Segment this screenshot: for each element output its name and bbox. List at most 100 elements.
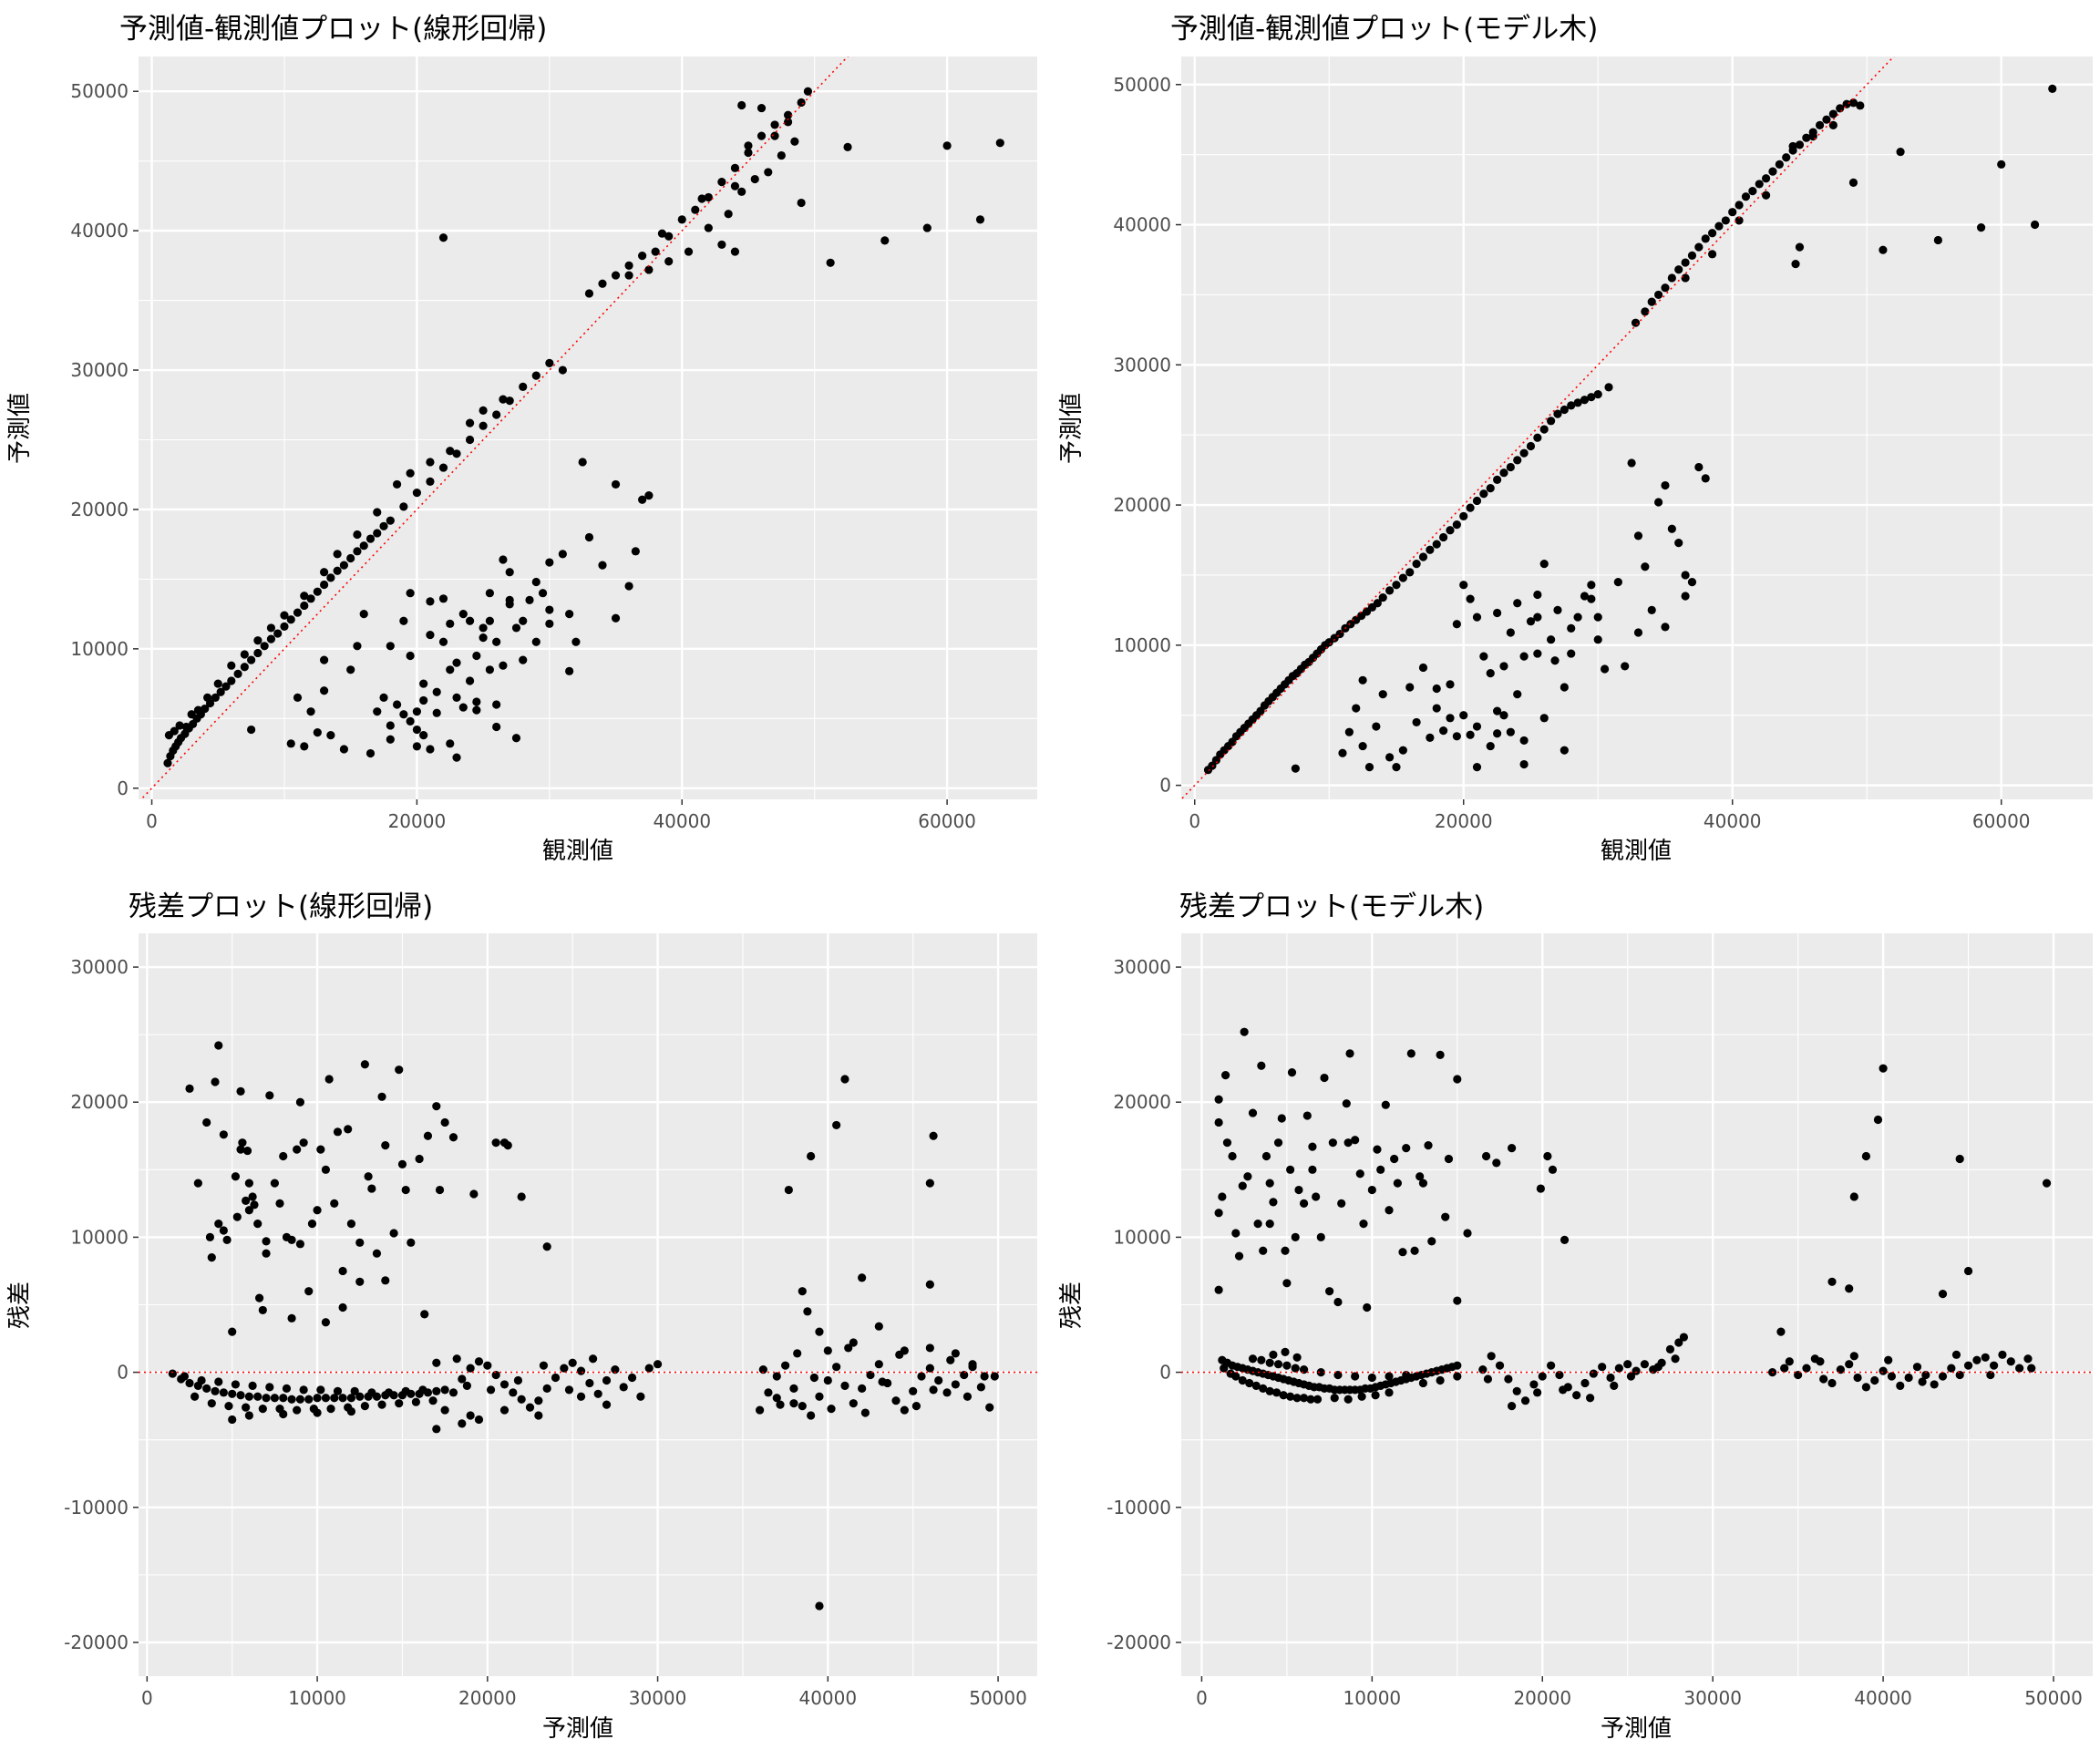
chart-3-point <box>452 1354 461 1364</box>
chart-3-point <box>355 1392 365 1401</box>
chart-1-title: 予測値-観測値プロット(線形回帰) <box>119 13 547 46</box>
chart-4-point <box>2006 1357 2015 1366</box>
chart-2-point <box>1667 273 1676 283</box>
chart-1-point <box>664 257 674 266</box>
chart-4-point <box>1861 1383 1871 1392</box>
chart-3-point <box>466 1364 475 1373</box>
chart-2-point <box>1479 489 1488 499</box>
chart-3-point <box>202 1384 211 1393</box>
chart-2-point <box>1526 441 1536 451</box>
chart-3-point <box>197 1375 206 1385</box>
chart-3-point <box>377 1400 386 1409</box>
chart-4-point <box>1896 1381 1905 1391</box>
chart-2-point <box>1378 592 1387 602</box>
chart-4-point <box>1785 1357 1794 1366</box>
chart-3-point <box>205 1232 215 1242</box>
chart-1-point <box>306 707 315 716</box>
chart-4-y-tick-label: 30000 <box>1113 956 1171 978</box>
chart-2-panel <box>1181 57 2093 799</box>
chart-2-point <box>1768 167 1777 176</box>
chart-3-point <box>925 1343 934 1353</box>
chart-1-point <box>266 634 276 643</box>
chart-4-point <box>1436 1375 1445 1385</box>
chart-2-point <box>1493 475 1502 484</box>
chart-4-point <box>1653 1363 1662 1372</box>
chart-1-point <box>365 534 376 543</box>
chart-4-point <box>1879 1366 1888 1375</box>
chart-2-point <box>1553 605 1562 615</box>
chart-4-point <box>1623 1360 1632 1369</box>
chart-4-point <box>1294 1185 1303 1195</box>
chart-1-point <box>426 458 435 467</box>
chart-4-point <box>1453 1075 1462 1084</box>
chart-2-point <box>1791 259 1800 269</box>
chart-4-y-tick-label: -10000 <box>1107 1497 1171 1518</box>
chart-2-point <box>1506 727 1515 736</box>
chart-1-point <box>880 236 890 245</box>
chart-2-point <box>1633 628 1643 637</box>
chart-3-point <box>219 1226 228 1235</box>
chart-3-point <box>258 1305 267 1315</box>
chart-1-point <box>187 710 196 719</box>
chart-2-point <box>1539 560 1549 569</box>
chart-4-point <box>1780 1364 1789 1373</box>
chart-4-point <box>1371 1391 1380 1400</box>
chart-3-point <box>228 1389 237 1398</box>
chart-1-point <box>717 178 726 187</box>
chart-2-point <box>1687 578 1697 587</box>
chart-3-point <box>304 1395 314 1404</box>
chart-4-point <box>1918 1377 1927 1386</box>
chart-3-x-tick-label: 40000 <box>798 1687 857 1709</box>
chart-1-point <box>412 742 421 751</box>
chart-1-point <box>511 734 521 743</box>
chart-1-point <box>545 605 554 614</box>
chart-1: 0 20000 40000 60000 0 10000 20000 30000 40000 500… <box>6 13 1037 865</box>
chart-4-point <box>1228 1151 1237 1161</box>
chart-3-point <box>878 1377 887 1386</box>
chart-3-point <box>653 1360 663 1369</box>
chart-3-point <box>798 1287 807 1296</box>
chart-3-point <box>551 1373 561 1383</box>
chart-4-point <box>1424 1141 1433 1150</box>
chart-1-point <box>446 739 455 748</box>
chart-2-point <box>1398 573 1407 582</box>
chart-1-point <box>485 665 494 674</box>
chart-3-point <box>299 1138 308 1148</box>
chart-2-point <box>1681 273 1690 283</box>
chart-3-point <box>776 1400 785 1409</box>
chart-4-point <box>1963 1361 1973 1370</box>
chart-3-point <box>185 1084 194 1094</box>
chart-4-point <box>1444 1154 1454 1164</box>
chart-3-point <box>321 1318 331 1327</box>
chart-1-point <box>227 676 236 685</box>
chart-3-point <box>279 1151 288 1161</box>
chart-3-point <box>250 1200 259 1210</box>
chart-4-point <box>1257 1061 1266 1070</box>
chart-1-point <box>922 223 932 232</box>
chart-3-point <box>823 1346 832 1355</box>
chart-4-point <box>1251 1381 1261 1391</box>
chart-2-y-tick-label: 10000 <box>1113 634 1171 656</box>
chart-3-point <box>849 1399 858 1408</box>
chart-2-point <box>1761 190 1771 200</box>
chart-2-point <box>2048 84 2057 93</box>
chart-4-point <box>1342 1099 1351 1108</box>
chart-3-point <box>231 1172 241 1181</box>
chart-1-point <box>777 150 786 160</box>
chart-3-point <box>576 1366 586 1375</box>
chart-3-point <box>858 1384 867 1393</box>
chart-1-point <box>286 615 295 624</box>
chart-3-point <box>180 1372 190 1381</box>
chart-4-point <box>1585 1394 1595 1403</box>
chart-4-point <box>1269 1350 1278 1359</box>
chart-2-point <box>1418 663 1428 673</box>
chart-2-point <box>1358 741 1367 751</box>
chart-4-point <box>1559 1385 1568 1395</box>
chart-3: 0 10000 20000 30000 40000 50000 -20000 -10000 0 1… <box>6 890 1037 1743</box>
chart-1-point <box>826 258 835 267</box>
chart-4-y-tick-label: -20000 <box>1107 1632 1171 1653</box>
chart-4-point <box>1385 1206 1394 1215</box>
chart-3-point <box>207 1253 216 1262</box>
chart-3-point <box>346 1219 356 1229</box>
chart-2-point <box>1364 763 1374 772</box>
